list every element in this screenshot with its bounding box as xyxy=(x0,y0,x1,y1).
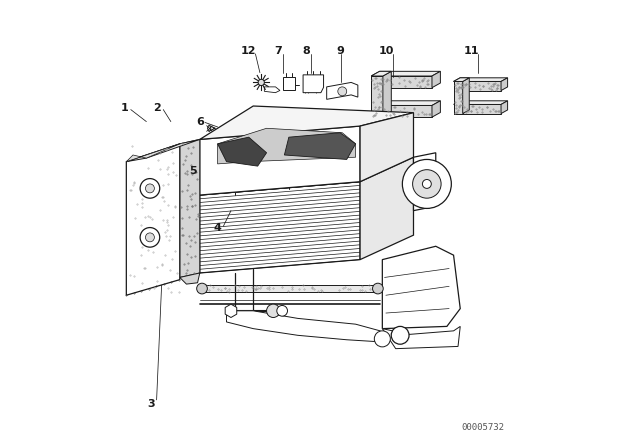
Text: 8: 8 xyxy=(302,46,310,56)
Polygon shape xyxy=(432,71,440,88)
Polygon shape xyxy=(225,304,237,318)
Text: 4: 4 xyxy=(214,224,221,233)
Polygon shape xyxy=(126,144,180,295)
Polygon shape xyxy=(501,78,508,90)
Polygon shape xyxy=(227,311,382,342)
Polygon shape xyxy=(126,139,200,162)
Polygon shape xyxy=(454,82,501,90)
Circle shape xyxy=(413,170,441,198)
Polygon shape xyxy=(326,82,358,99)
Polygon shape xyxy=(180,273,200,284)
Text: 1: 1 xyxy=(120,103,128,113)
Polygon shape xyxy=(200,285,380,292)
Polygon shape xyxy=(371,71,391,76)
Polygon shape xyxy=(383,71,391,117)
Polygon shape xyxy=(360,157,413,260)
Circle shape xyxy=(422,180,431,188)
Polygon shape xyxy=(382,327,460,349)
Circle shape xyxy=(140,179,160,198)
Polygon shape xyxy=(126,144,180,162)
Text: 6: 6 xyxy=(196,116,204,127)
Polygon shape xyxy=(218,128,356,164)
Text: 7: 7 xyxy=(274,46,282,56)
Polygon shape xyxy=(360,113,413,182)
Text: 10: 10 xyxy=(378,46,394,56)
Circle shape xyxy=(372,283,383,294)
Text: 5: 5 xyxy=(189,166,197,176)
Polygon shape xyxy=(371,101,440,105)
Polygon shape xyxy=(454,104,501,114)
Circle shape xyxy=(258,79,264,86)
Polygon shape xyxy=(284,133,356,159)
Circle shape xyxy=(196,283,207,294)
Polygon shape xyxy=(180,139,200,277)
Polygon shape xyxy=(454,101,508,104)
Polygon shape xyxy=(207,125,211,132)
Circle shape xyxy=(267,304,280,318)
Text: 3: 3 xyxy=(147,399,155,409)
Text: 00005732: 00005732 xyxy=(461,423,504,432)
Polygon shape xyxy=(264,87,280,93)
Circle shape xyxy=(140,228,160,247)
Text: 9: 9 xyxy=(336,46,344,56)
Circle shape xyxy=(391,327,409,344)
Text: 2: 2 xyxy=(154,103,161,113)
Polygon shape xyxy=(371,105,432,117)
Polygon shape xyxy=(463,78,469,114)
Circle shape xyxy=(145,184,154,193)
Polygon shape xyxy=(413,153,436,211)
Polygon shape xyxy=(371,76,383,117)
Polygon shape xyxy=(454,78,469,82)
Circle shape xyxy=(403,159,451,208)
Text: 11: 11 xyxy=(463,46,479,56)
Circle shape xyxy=(277,306,287,316)
Circle shape xyxy=(338,87,347,96)
Polygon shape xyxy=(200,126,360,195)
Circle shape xyxy=(145,233,154,242)
Polygon shape xyxy=(501,101,508,114)
Polygon shape xyxy=(454,78,508,82)
Polygon shape xyxy=(454,82,463,114)
Polygon shape xyxy=(284,77,294,90)
Circle shape xyxy=(374,331,390,347)
Polygon shape xyxy=(200,157,413,195)
Polygon shape xyxy=(432,101,440,117)
Polygon shape xyxy=(200,182,360,273)
Polygon shape xyxy=(382,246,460,329)
Polygon shape xyxy=(371,71,440,76)
Polygon shape xyxy=(218,137,267,166)
Polygon shape xyxy=(303,75,324,93)
Polygon shape xyxy=(200,106,413,139)
Polygon shape xyxy=(371,76,432,88)
Text: 12: 12 xyxy=(241,46,257,56)
